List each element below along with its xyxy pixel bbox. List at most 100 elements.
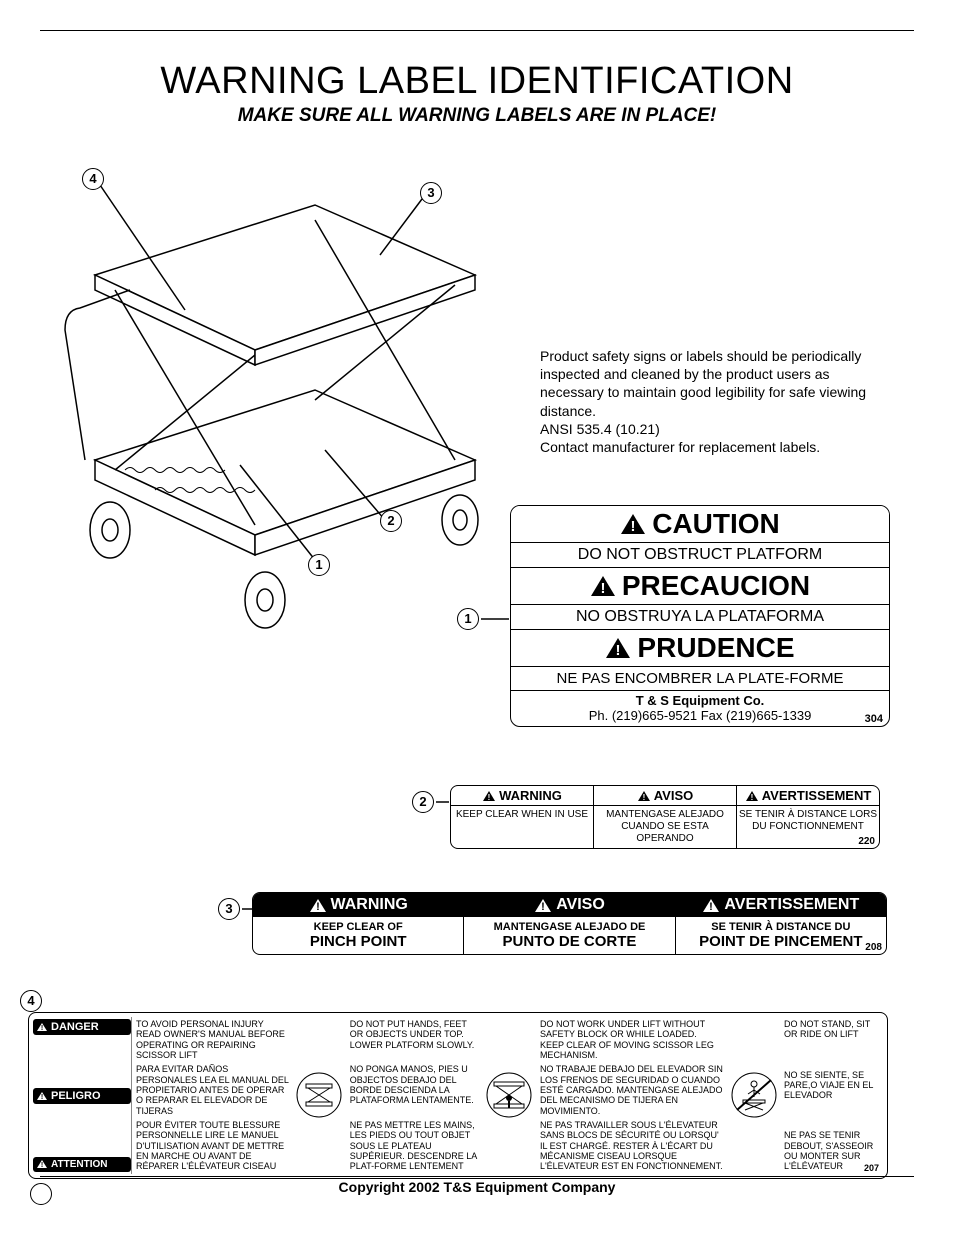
label-3-pinchpoint: ! WARNING KEEP CLEAR OF PINCH POINT ! AV… — [252, 892, 887, 955]
label4-c2-fr: NE PAS METTRE LES MAINS, LES PIEDS OU TO… — [346, 1118, 483, 1174]
label2-col-en: ! WARNING KEEP CLEAR WHEN IN USE — [451, 786, 593, 848]
label1-en-header: ! CAUTION — [511, 506, 889, 542]
label4-icon3 — [727, 1017, 780, 1174]
top-rule — [40, 30, 914, 31]
svg-text:!: ! — [488, 793, 491, 802]
label3-es-b: PUNTO DE CORTE — [464, 933, 674, 954]
scissor-lift-diagram: 4 3 2 1 — [55, 160, 485, 660]
label4-col3: DO NOT WORK UNDER LIFT WITHOUT SAFETY BL… — [536, 1017, 727, 1174]
page-title: WARNING LABEL IDENTIFICATION — [40, 60, 914, 103]
label-4-danger: ! DANGER ! PELIGRO ! ATTENTION TO AVOID … — [28, 1012, 888, 1179]
page-subtitle: MAKE SURE ALL WARNING LABELS ARE IN PLAC… — [40, 105, 914, 127]
label1-es-t: NO OBSTRUYA LA PLATAFORMA — [511, 604, 889, 629]
no-ride-icon — [731, 1072, 777, 1118]
label2-fr-header: ! AVERTISSEMENT — [737, 786, 879, 806]
label1-en-t: DO NOT OBSTRUCT PLATFORM — [511, 542, 889, 567]
svg-text:!: ! — [316, 901, 320, 913]
label4-c2-en: DO NOT PUT HANDS, FEET OR OBJECTS UNDER … — [346, 1017, 483, 1052]
label1-fr-header: ! PRUDENCE — [511, 629, 889, 666]
label1-code: 304 — [865, 713, 883, 725]
warning-triangle-icon: ! — [534, 898, 552, 913]
bottom-rule — [40, 1176, 914, 1177]
label4-icon1 — [293, 1017, 346, 1174]
label1-phone-text: Ph. (219)665-9521 Fax (219)665-1339 — [589, 708, 812, 723]
svg-text:!: ! — [642, 793, 645, 802]
label3-fr-header: ! AVERTISSEMENT — [676, 893, 886, 917]
label4-col2: DO NOT PUT HANDS, FEET OR OBJECTS UNDER … — [346, 1017, 483, 1174]
label3-es-header: ! AVISO — [464, 893, 674, 917]
warning-triangle-icon: ! — [605, 637, 631, 659]
callout-1-diagram: 1 — [308, 554, 330, 576]
label2-col-fr: ! AVERTISSEMENT SE TENIR À DISTANCE LORS… — [736, 786, 879, 848]
label1-company: T & S Equipment Co. — [511, 690, 889, 708]
callout-3-diagram: 3 — [420, 182, 442, 204]
label2-fr-h: AVERTISSEMENT — [762, 788, 872, 803]
svg-text:!: ! — [41, 1162, 43, 1169]
label4-c2-es: NO PONGA MANOS, PIES U OBJECTOS DEBAJO D… — [346, 1062, 483, 1107]
svg-text:!: ! — [710, 901, 714, 913]
label4-code: 207 — [864, 1163, 879, 1173]
warning-triangle-icon: ! — [745, 790, 759, 802]
label1-es-header: ! PRECAUCION — [511, 567, 889, 604]
leader-3 — [242, 908, 252, 910]
label3-fr-b: POINT DE PINCEMENT — [676, 933, 886, 954]
label3-col-fr: ! AVERTISSEMENT SE TENIR À DISTANCE DU P… — [675, 893, 886, 954]
label3-fr-h: AVERTISSEMENT — [724, 896, 859, 914]
label3-col-en: ! WARNING KEEP CLEAR OF PINCH POINT — [253, 893, 463, 954]
warning-triangle-icon: ! — [637, 790, 651, 802]
callout-3-label: 3 — [218, 898, 240, 920]
warning-triangle-icon: ! — [36, 1091, 48, 1101]
warning-triangle-icon: ! — [36, 1159, 48, 1169]
para-line1: Product safety signs or labels should be… — [540, 348, 866, 419]
label4-danger-en: ! DANGER — [33, 1019, 131, 1035]
label3-es-s: MANTENGASE ALEJADO DE — [464, 917, 674, 933]
label3-code: 208 — [865, 942, 882, 953]
label4-c3-es: NO TRABAJE DEBAJO DEL ELEVADOR SIN LOS F… — [536, 1062, 727, 1118]
label-2-warning: ! WARNING KEEP CLEAR WHEN IN USE ! AVISO… — [450, 785, 880, 849]
label4-d-en: DANGER — [51, 1021, 99, 1033]
label3-en-h: WARNING — [331, 896, 408, 914]
label3-en-header: ! WARNING — [253, 893, 463, 917]
svg-text:!: ! — [41, 1094, 43, 1101]
label4-c1-es: PARA EVITAR DAÑOS PERSONALES LEA EL MANU… — [132, 1062, 293, 1118]
svg-text:!: ! — [616, 642, 621, 659]
para-line2: ANSI 535.4 (10.21) — [540, 421, 660, 437]
warning-triangle-icon: ! — [702, 898, 720, 913]
label3-es-h: AVISO — [556, 896, 605, 914]
label2-en-b: KEEP CLEAR WHEN IN USE — [451, 806, 593, 824]
label4-col1: TO AVOID PERSONAL INJURY READ OWNER'S MA… — [131, 1017, 293, 1174]
label2-es-header: ! AVISO — [594, 786, 736, 806]
label1-es-h: PRECAUCION — [622, 570, 810, 602]
warning-triangle-icon: ! — [482, 790, 496, 802]
callout-2-diagram: 2 — [380, 510, 402, 532]
label-1-caution: ! CAUTION DO NOT OBSTRUCT PLATFORM ! PRE… — [510, 505, 890, 727]
label4-c1-fr: POUR ÉVITER TOUTE BLESSURE PERSONNELLE L… — [132, 1118, 293, 1174]
svg-text:!: ! — [600, 580, 605, 597]
svg-text:!: ! — [41, 1025, 43, 1032]
copyright: Copyright 2002 T&S Equipment Company — [0, 1179, 954, 1195]
para-line3: Contact manufacturer for replacement lab… — [540, 439, 820, 455]
label2-col-es: ! AVISO MANTENGASE ALEJADO CUANDO SE EST… — [593, 786, 736, 848]
label4-col4: DO NOT STAND, SIT OR RIDE ON LIFT NO SE … — [780, 1017, 883, 1174]
warning-triangle-icon: ! — [36, 1022, 48, 1032]
label2-en-header: ! WARNING — [451, 786, 593, 806]
safety-paragraph: Product safety signs or labels should be… — [540, 347, 895, 456]
label3-fr-s: SE TENIR À DISTANCE DU — [676, 917, 886, 933]
under-lift-icon — [486, 1072, 532, 1118]
label4-danger-fr: ! ATTENTION — [33, 1157, 131, 1172]
scissor-lift-svg — [55, 160, 485, 660]
label1-fr-t: NE PAS ENCOMBRER LA PLATE-FORME — [511, 666, 889, 690]
label4-c4-en: DO NOT STAND, SIT OR RIDE ON LIFT — [780, 1017, 883, 1042]
title-block: WARNING LABEL IDENTIFICATION MAKE SURE A… — [40, 60, 914, 127]
callout-4-diagram: 4 — [82, 168, 104, 190]
label4-c3-en: DO NOT WORK UNDER LIFT WITHOUT SAFETY BL… — [536, 1017, 727, 1062]
callout-2-label: 2 — [412, 791, 434, 813]
label4-danger-col: ! DANGER ! PELIGRO ! ATTENTION — [33, 1017, 131, 1174]
label4-c4-es: NO SE SIENTE, SE PARE,O VIAJE EN EL ELEV… — [780, 1068, 883, 1103]
svg-text:!: ! — [541, 901, 545, 913]
label4-c3-fr: NE PAS TRAVAILLER SOUS L'ÉLEVATEUR SANS … — [536, 1118, 727, 1174]
label1-fr-h: PRUDENCE — [637, 632, 794, 664]
label4-c1-en: TO AVOID PERSONAL INJURY READ OWNER'S MA… — [132, 1017, 293, 1062]
callout-1-label: 1 — [457, 608, 479, 630]
leader-1 — [481, 618, 509, 620]
